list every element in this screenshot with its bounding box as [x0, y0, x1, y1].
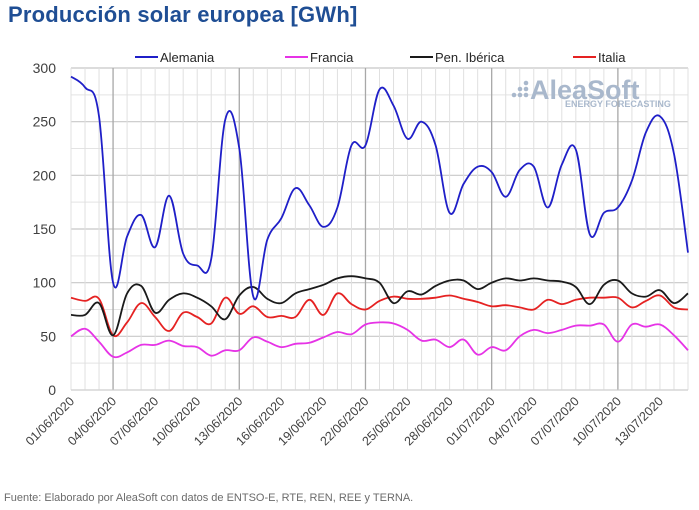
legend-item-pen-ib-rica: Pen. Ibérica [410, 50, 505, 65]
legend-item-francia: Francia [285, 50, 354, 65]
watermark-brand: AleaSoft [530, 75, 640, 105]
chart-title: Producción solar europea [GWh] [8, 2, 358, 27]
legend: Alemania Francia Pen. Ibérica Italia [135, 50, 626, 65]
line-chart: AleaSoft ENERGY FORECASTING 0 50 100 150 200… [23, 50, 689, 448]
y-tick-label: 300 [33, 60, 57, 76]
gridlines [70, 67, 689, 391]
y-tick-label: 50 [40, 328, 56, 344]
series-lines [70, 75, 689, 359]
legend-label: Francia [310, 50, 354, 65]
y-axis-ticks: 0 50 100 150 200 250 300 [33, 60, 57, 398]
x-axis-ticks: 01/06/202004/06/202007/06/202010/06/2020… [23, 394, 666, 448]
series-line-pen-ib-rica [70, 275, 689, 337]
watermark-tagline: ENERGY FORECASTING [565, 99, 671, 109]
legend-item-italia: Italia [573, 50, 626, 65]
legend-label: Pen. Ibérica [435, 50, 505, 65]
legend-label: Italia [598, 50, 626, 65]
series-line-alemania [70, 75, 689, 301]
y-tick-label: 100 [33, 275, 57, 291]
y-tick-label: 200 [33, 167, 57, 183]
legend-item-alemania: Alemania [135, 50, 215, 65]
y-tick-label: 250 [33, 114, 57, 130]
source-note: Fuente: Elaborado por AleaSoft con datos… [4, 492, 414, 504]
y-tick-label: 0 [48, 382, 56, 398]
series-line-italia [70, 292, 689, 338]
aleasoft-logo-icon [511, 80, 529, 98]
aleasoft-watermark: AleaSoft ENERGY FORECASTING [511, 75, 671, 109]
series-line-francia [70, 321, 689, 359]
y-tick-label: 150 [33, 221, 57, 237]
legend-label: Alemania [160, 50, 215, 65]
